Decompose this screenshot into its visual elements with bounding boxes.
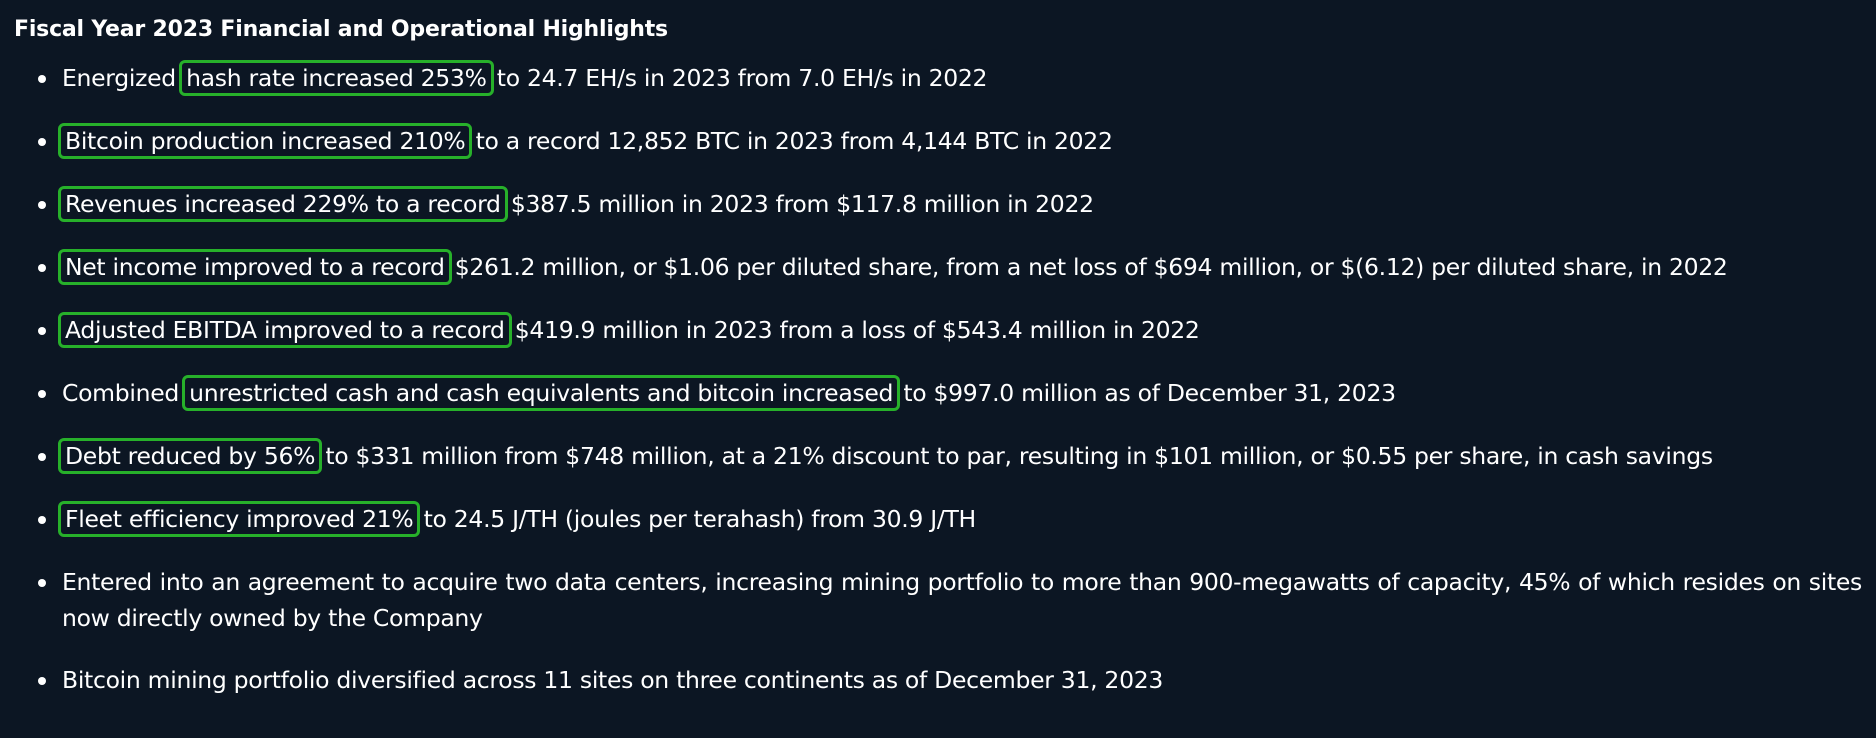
- list-item: Entered into an agreement to acquire two…: [14, 564, 1862, 636]
- bullet-icon: [38, 327, 46, 335]
- bullet-icon: [38, 390, 46, 398]
- highlighted-phrase: Net income improved to a record: [58, 249, 452, 285]
- list-item: Revenues increased 229% to a record $387…: [14, 186, 1862, 222]
- bullet-icon: [38, 516, 46, 524]
- bullet-icon: [38, 138, 46, 146]
- list-item: Combined unrestricted cash and cash equi…: [14, 375, 1862, 411]
- bullet-icon: [38, 579, 46, 587]
- bullet-icon: [38, 453, 46, 461]
- page-title: Fiscal Year 2023 Financial and Operation…: [14, 17, 668, 42]
- item-text: to $997.0 million as of December 31, 202…: [896, 379, 1396, 407]
- item-text: $419.9 million in 2023 from a loss of $5…: [507, 316, 1200, 344]
- item-text: $387.5 million in 2023 from $117.8 milli…: [503, 190, 1094, 218]
- list-item: Bitcoin mining portfolio diversified acr…: [14, 662, 1862, 698]
- list-item: Bitcoin production increased 210% to a r…: [14, 123, 1862, 159]
- item-text: Combined: [62, 379, 187, 407]
- highlights-list: Energized hash rate increased 253% to 24…: [14, 60, 1862, 698]
- item-text: to a record 12,852 BTC in 2023 from 4,14…: [468, 127, 1113, 155]
- bullet-icon: [38, 201, 46, 209]
- list-item: Net income improved to a record $261.2 m…: [14, 249, 1862, 285]
- highlighted-phrase: hash rate increased 253%: [179, 60, 494, 96]
- list-item: Adjusted EBITDA improved to a record $41…: [14, 312, 1862, 348]
- item-text: Energized: [62, 64, 184, 92]
- highlighted-phrase: unrestricted cash and cash equivalents a…: [182, 375, 901, 411]
- highlighted-phrase: Revenues increased 229% to a record: [58, 186, 508, 222]
- item-text: Bitcoin mining portfolio diversified acr…: [62, 666, 1164, 694]
- highlighted-phrase: Adjusted EBITDA improved to a record: [58, 312, 512, 348]
- list-item: Fleet efficiency improved 21% to 24.5 J/…: [14, 501, 1862, 537]
- highlighted-phrase: Bitcoin production increased 210%: [57, 123, 473, 159]
- item-text: Entered into an agreement to acquire two…: [62, 568, 1862, 632]
- item-text: to 24.5 J/TH (joules per terahash) from …: [416, 505, 977, 533]
- list-item: Debt reduced by 56% to $331 million from…: [14, 438, 1862, 474]
- highlighted-phrase: Fleet efficiency improved 21%: [57, 501, 421, 537]
- bullet-icon: [38, 264, 46, 272]
- item-text: to $331 million from $748 million, at a …: [318, 442, 1713, 470]
- list-item: Energized hash rate increased 253% to 24…: [14, 60, 1862, 96]
- bullet-icon: [38, 75, 46, 83]
- highlighted-phrase: Debt reduced by 56%: [57, 438, 323, 474]
- bullet-icon: [38, 677, 46, 685]
- item-text: $261.2 million, or $1.06 per diluted sha…: [447, 253, 1728, 281]
- item-text: to 24.7 EH/s in 2023 from 7.0 EH/s in 20…: [489, 64, 988, 92]
